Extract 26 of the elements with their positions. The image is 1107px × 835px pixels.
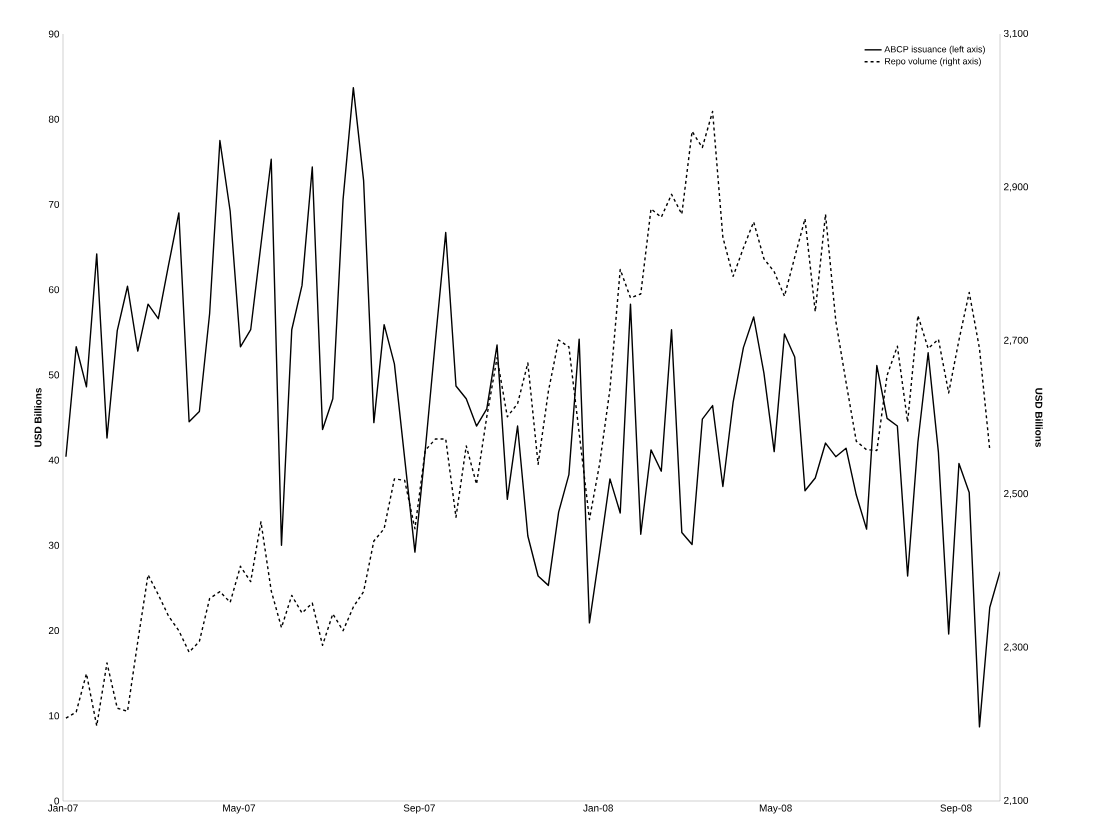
y2-tick-label: 2,500 [1004,490,1029,499]
x-tick-label: Sep-07 [403,804,435,814]
y2-tick-label: 2,300 [1004,643,1029,652]
y-tick-label: 70 [48,200,60,208]
y-tick-label: 20 [48,627,60,635]
x-tick-label: May-08 [759,804,792,814]
y-tick-label: 40 [48,456,60,464]
y-tick-label: 30 [48,541,60,549]
y-axis-title: USD Billions [34,388,42,447]
y-tick-label: 10 [49,712,60,720]
x-tick-label: May-07 [223,804,256,814]
y2-tick-label: 2,100 [1004,796,1029,806]
y-tick-label: 50 [48,371,60,379]
x-tick-label: Jan-08 [583,804,614,812]
x-tick-label: Sep-08 [940,804,972,814]
y2-tick-label: 3,100 [1003,29,1029,39]
y-tick-label: 90 [48,30,60,38]
x-tick-label: Jan-07 [47,804,78,812]
y2-tick-label: 2,700 [1004,336,1029,345]
y-tick-label: 80 [48,115,60,123]
y-tick-label: 60 [48,286,60,294]
y-tick-label: 0 [54,797,60,805]
y2-axis-title: USD Billions [1035,388,1043,447]
legend-label: ABCP issuance (left axis) [884,45,985,55]
legend-label: Repo volume (right axis) [885,57,981,67]
y2-tick-label: 2,900 [1004,183,1029,192]
